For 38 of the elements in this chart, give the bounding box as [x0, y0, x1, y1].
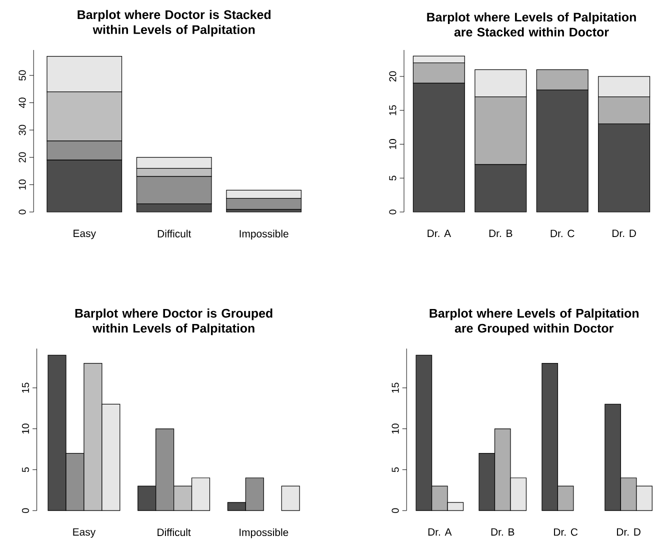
- y-tick-label: 0: [389, 210, 396, 214]
- y-tick-label: 30: [18, 124, 26, 136]
- x-tick-label: Dr. A: [428, 230, 452, 237]
- x-tick-label: Dr. B: [491, 528, 514, 536]
- y-tick-label: 10: [22, 424, 30, 434]
- y-tick-label: 0: [22, 508, 30, 513]
- chart-title: Barplot where Doctor is Stacked within Levels of Palpitation: [78, 10, 270, 36]
- y-tick-label: 15: [22, 382, 30, 393]
- y-tick-label: 20: [18, 152, 26, 162]
- y-tick-label: 5: [389, 176, 396, 180]
- y-tick-label: 50: [18, 70, 26, 81]
- x-tick-label: Impossible: [240, 230, 288, 240]
- y-tick-label: 15: [389, 105, 396, 116]
- x-tick-label: Dr. C: [550, 230, 574, 238]
- x-tick-label: Easy: [74, 230, 96, 240]
- x-tick-label: Easy: [73, 528, 96, 538]
- chart-title: Barplot where Levels of Palpitation are Grouped within Doctor: [430, 308, 639, 336]
- x-tick-label: Dr. A: [428, 528, 452, 536]
- y-tick-label: 40: [18, 98, 26, 108]
- y-tick-label: 0: [18, 210, 26, 214]
- y-tick-label: 0: [392, 508, 399, 513]
- y-tick-label: 5: [392, 467, 399, 472]
- y-tick-label: 10: [392, 424, 399, 434]
- x-tick-label: Difficult: [158, 230, 192, 238]
- y-tick-label: 20: [389, 71, 396, 82]
- chart-title: Barplot where Levels of Palpitation are Stacked within Doctor: [427, 12, 636, 36]
- x-tick-label: Dr. D: [612, 230, 636, 237]
- x-tick-label: Impossible: [240, 528, 288, 538]
- x-tick-label: Dr. D: [617, 528, 640, 536]
- chart-title: Barplot where Doctor is Grouped within Levels of Palpitation: [75, 308, 272, 336]
- x-tick-label: Dr. C: [554, 528, 578, 536]
- y-tick-label: 10: [18, 180, 26, 190]
- x-tick-label: Dr. B: [489, 230, 512, 237]
- y-tick-label: 15: [392, 382, 399, 393]
- bar: [281, 486, 300, 511]
- y-tick-label: 10: [389, 139, 396, 149]
- y-tick-label: 5: [22, 467, 30, 472]
- x-tick-label: Difficult: [158, 528, 191, 536]
